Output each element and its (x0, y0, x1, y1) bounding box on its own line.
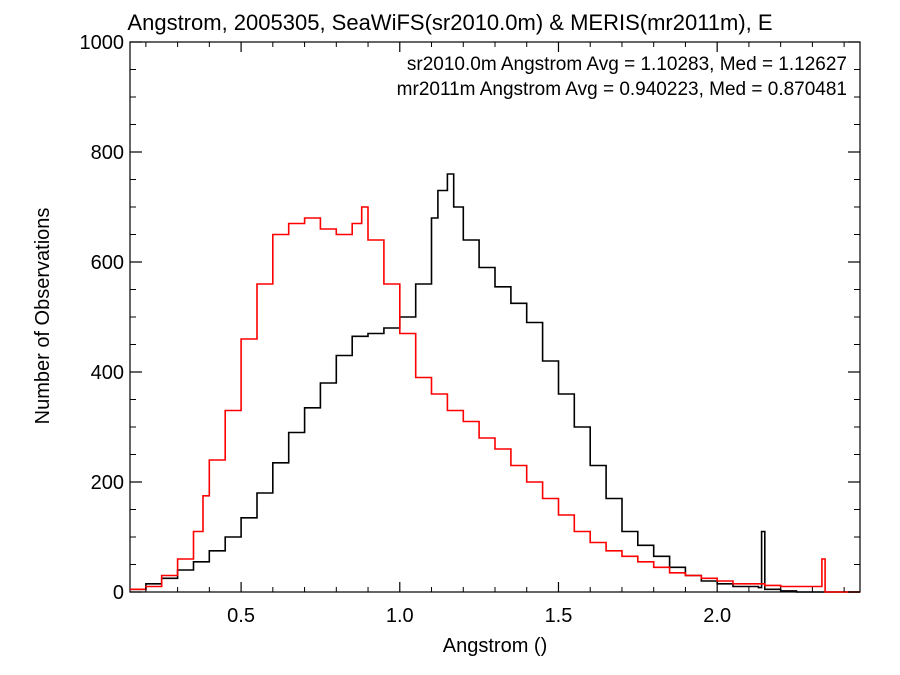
x-tick-label: 1.0 (386, 605, 414, 627)
series-line-1 (130, 173, 860, 593)
y-tick-label: 600 (91, 252, 124, 274)
y-axis-label: Number of Observations (32, 208, 54, 425)
x-tick-label: 0.5 (227, 605, 255, 627)
y-tick-label: 0 (113, 582, 124, 604)
x-tick-label: 1.5 (545, 605, 573, 627)
legend-entry-series-2: mr2011m Angstrom Avg = 0.940223, Med = 0… (397, 79, 847, 100)
ticks-layer: 0.5 1.0 1.5 2.0 0 200 400 600 800 1000 (80, 32, 860, 627)
x-axis-label: Angstrom () (443, 635, 547, 657)
y-tick-label: 200 (91, 472, 124, 494)
legend-entry-series-1: sr2010.0m Angstrom Avg = 1.10283, Med = … (407, 54, 847, 75)
y-tick-label: 800 (91, 142, 124, 164)
chart-title: Angstrom, 2005305, SeaWiFS(sr2010.0m) & … (127, 10, 772, 35)
y-tick-label: 400 (91, 362, 124, 384)
series-layer (130, 173, 860, 593)
y-tick-label: 1000 (80, 32, 125, 54)
series-line-2 (130, 206, 860, 593)
plot-border (129, 41, 861, 593)
x-tick-label: 2.0 (703, 605, 731, 627)
plot-frame (129, 41, 861, 593)
